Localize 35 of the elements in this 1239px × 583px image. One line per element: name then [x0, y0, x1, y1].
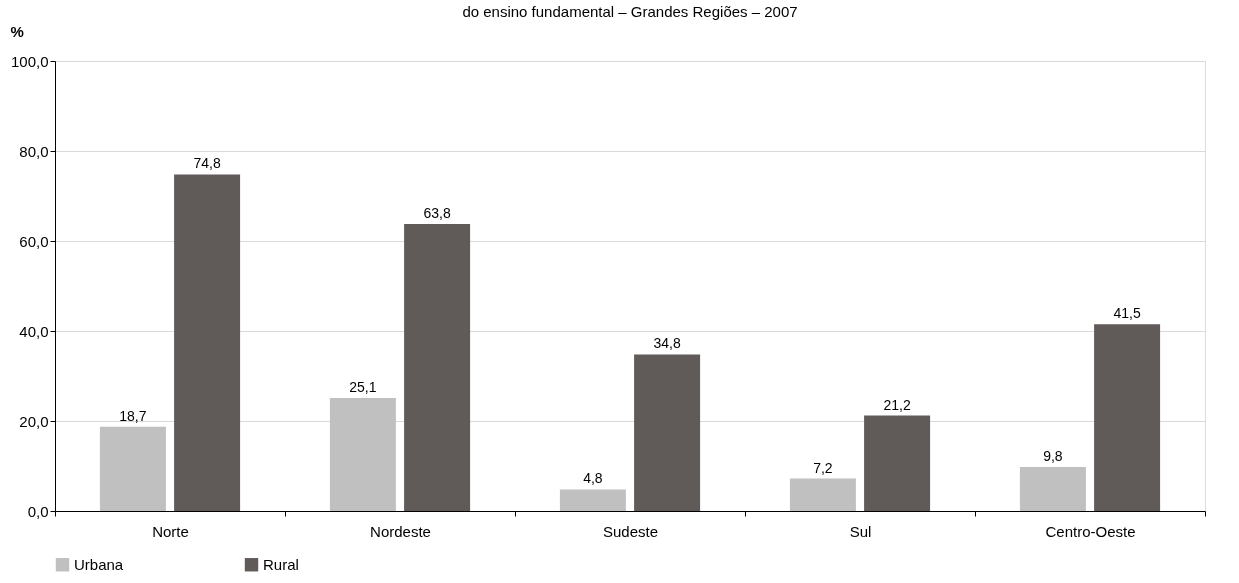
data-label: 34,8 [653, 335, 681, 352]
y-tick-label: 20,0 [19, 412, 49, 430]
data-label: 21,2 [883, 396, 911, 413]
chart-title: do ensino fundamental – Grandes Regiões – 2007 [462, 3, 798, 20]
bar [1019, 466, 1086, 511]
legend-label: Rural [263, 555, 299, 573]
bar [329, 398, 396, 511]
y-tick-label: 60,0 [19, 232, 49, 250]
data-label: 74,8 [193, 155, 221, 172]
data-label: 63,8 [423, 204, 451, 221]
data-label: 7,2 [813, 459, 833, 476]
x-tick-label: Nordeste [370, 522, 431, 540]
bar [634, 354, 701, 511]
data-label: 18,7 [119, 407, 147, 424]
data-label: 25,1 [349, 379, 377, 396]
data-label: 41,5 [1113, 305, 1141, 322]
bar [789, 478, 856, 511]
bar [174, 174, 241, 511]
x-tick-label: Norte [152, 522, 189, 540]
y-axis-title: % [10, 22, 24, 40]
y-tick-label: 80,0 [19, 142, 49, 160]
bar [404, 223, 471, 511]
y-tick-label: 40,0 [19, 322, 49, 340]
y-tick-label: 0,0 [27, 502, 49, 520]
x-tick-label: Sul [849, 522, 872, 540]
data-label: 9,8 [1043, 447, 1063, 464]
data-label: 4,8 [583, 470, 603, 487]
x-tick-label: Centro-Oeste [1045, 522, 1136, 540]
y-tick-label: 100,0 [10, 52, 49, 70]
bar [559, 489, 626, 511]
bar [99, 426, 166, 511]
legend-label: Urbana [74, 555, 124, 573]
bar [1094, 324, 1161, 511]
x-tick-label: Sudeste [602, 522, 659, 540]
bar [864, 415, 931, 511]
